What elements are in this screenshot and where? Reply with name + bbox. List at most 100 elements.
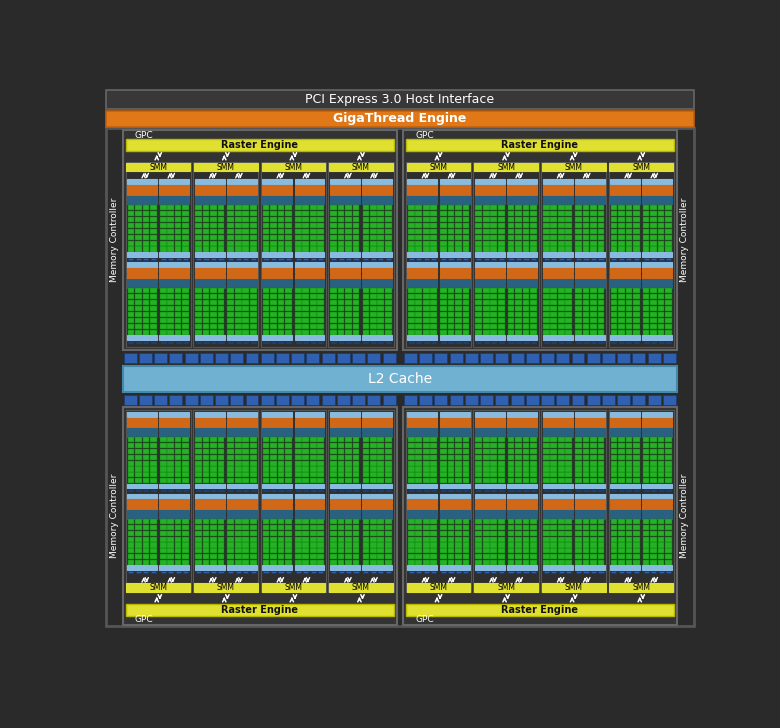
Bar [338,288,345,293]
Bar [558,330,565,335]
Bar [566,210,573,216]
Bar [346,455,352,460]
Bar [150,223,157,228]
Bar [330,438,337,443]
Bar [243,461,249,466]
Bar [523,531,530,536]
Bar [610,279,640,283]
Bar [523,330,530,335]
Bar [346,288,352,293]
Bar [463,210,470,216]
Bar [440,467,447,472]
Bar [651,210,657,216]
Bar [159,566,190,570]
Bar [243,449,249,454]
Bar [633,554,640,559]
Bar [363,234,369,240]
Bar [250,449,257,454]
Bar [448,449,454,454]
Bar [651,324,657,329]
Bar [378,223,385,228]
Bar [523,205,530,210]
Bar [330,478,337,483]
Bar [665,554,672,559]
Bar [370,294,377,299]
Bar [270,478,277,483]
Bar [338,223,345,228]
Bar [575,185,604,190]
Bar [558,438,565,443]
Bar [558,210,565,216]
Bar [658,472,665,478]
Bar [160,306,166,311]
Bar [543,478,550,483]
Bar [370,318,377,323]
Bar [407,515,438,518]
Bar [236,490,241,491]
Bar [331,571,336,573]
Bar [463,478,470,483]
Bar [227,217,234,222]
Bar [618,542,625,547]
Bar [195,525,202,530]
Bar [498,341,504,344]
Text: SMM: SMM [497,583,515,592]
Bar [597,247,604,252]
Bar [250,294,257,299]
Bar [263,467,269,472]
Bar [626,525,633,530]
Bar [590,560,597,565]
Bar [440,483,470,488]
Bar [558,247,565,252]
Bar [556,395,569,405]
Bar [511,353,523,363]
Bar [651,341,656,344]
Bar [651,531,657,536]
Bar [408,324,414,329]
Bar [463,537,470,542]
Bar [227,240,234,246]
Bar [483,306,490,311]
Bar [523,548,530,553]
Bar [491,312,497,317]
Bar [135,554,142,559]
Bar [575,428,604,432]
Bar [353,312,360,317]
Bar [463,312,470,317]
Bar [338,560,345,565]
Bar [270,318,277,323]
Bar [295,542,302,547]
Bar [310,234,317,240]
Bar [530,205,537,210]
Bar [575,548,582,553]
Bar [440,336,470,340]
Bar [543,519,550,524]
Bar [643,300,650,305]
Bar [195,274,225,279]
Bar [295,288,302,293]
Bar [270,449,277,454]
Bar [210,210,217,216]
Bar [210,554,217,559]
Bar [271,571,276,573]
Bar [483,330,490,335]
Bar [583,341,589,344]
Bar [270,330,277,335]
Bar [263,472,269,478]
Bar [665,461,672,466]
Bar [423,210,430,216]
Bar [483,234,490,240]
Bar [541,395,554,405]
Bar [310,217,317,222]
Bar [611,548,617,553]
Bar [473,162,539,347]
Bar [385,548,392,553]
Bar [195,483,225,488]
Bar [423,205,430,210]
Bar [498,306,505,311]
Bar [583,554,590,559]
Bar [508,300,514,305]
Bar [385,210,392,216]
Bar [338,217,345,222]
Bar [303,571,308,573]
